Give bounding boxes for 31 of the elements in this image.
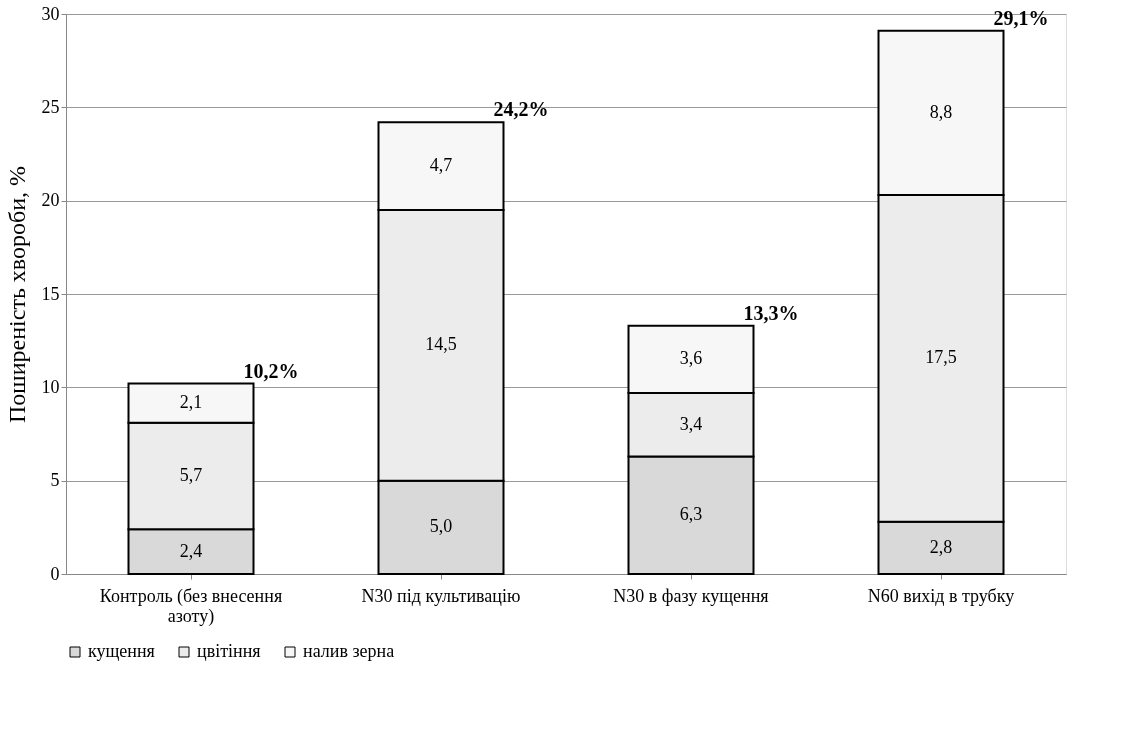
y-tick-label: 0 xyxy=(50,563,60,584)
data-label: 5,0 xyxy=(429,516,453,537)
data-label: 2,8 xyxy=(929,536,953,557)
data-label: 14,5 xyxy=(425,334,457,355)
y-tick-label: 25 xyxy=(41,96,60,117)
y-tick-label: 30 xyxy=(41,3,60,24)
x-tick-label: N30 в фазу кущення xyxy=(613,585,769,606)
x-tick-label: N30 під культивацію xyxy=(361,585,521,606)
y-tick-label: 20 xyxy=(41,190,60,211)
x-tick-label: N60 вихід в трубку xyxy=(867,585,1015,606)
data-label: 4,7 xyxy=(429,155,453,176)
data-label: 3,4 xyxy=(679,413,703,434)
data-label: 3,6 xyxy=(679,348,703,369)
total-label: 10,2% xyxy=(243,359,299,382)
y-tick-label: 5 xyxy=(50,470,60,491)
total-label: 13,3% xyxy=(743,301,799,324)
data-label: 2,1 xyxy=(179,392,203,413)
legend-label: налив зерна xyxy=(303,641,395,661)
data-label: 17,5 xyxy=(925,347,957,368)
y-tick-label: 15 xyxy=(41,283,60,304)
y-tick-label: 10 xyxy=(41,376,60,397)
data-label: 2,4 xyxy=(179,540,203,561)
data-label: 5,7 xyxy=(179,465,203,485)
total-label: 24,2% xyxy=(493,98,549,121)
legend-label: цвітіння xyxy=(197,641,261,661)
legend-label: кущення xyxy=(88,641,155,661)
data-label: 8,8 xyxy=(929,101,953,122)
data-label: 6,3 xyxy=(679,504,703,525)
x-tick-label: Контроль (без внесення азоту) xyxy=(99,585,283,627)
total-label: 29,1% xyxy=(993,6,1049,29)
y-axis-title: Поширеність хвороби, % xyxy=(3,165,30,424)
